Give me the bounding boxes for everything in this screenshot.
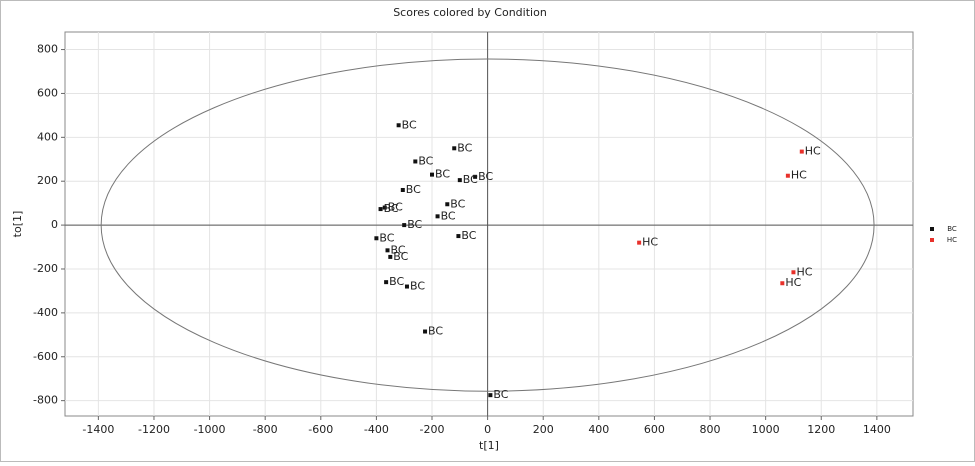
legend-marker	[930, 227, 934, 231]
x-tick-label: 1000	[752, 423, 780, 436]
point	[374, 236, 379, 241]
point-label: BC	[384, 202, 399, 215]
y-tick-label: 200	[37, 174, 58, 187]
point-label: BC	[410, 280, 425, 293]
point	[637, 240, 642, 245]
point	[430, 172, 435, 177]
point	[473, 174, 478, 179]
y-tick-label: 0	[51, 218, 58, 231]
y-tick-label: -200	[33, 262, 58, 275]
x-tick-label: 400	[588, 423, 609, 436]
point	[423, 329, 428, 334]
chart-title: Scores colored by Condition	[393, 6, 547, 19]
x-tick-label: 200	[533, 423, 554, 436]
point	[435, 214, 440, 219]
x-tick-label: 600	[644, 423, 665, 436]
point	[452, 146, 457, 151]
x-tick-label: -1400	[82, 423, 114, 436]
point	[785, 173, 790, 178]
point-label: HC	[791, 169, 807, 182]
point	[457, 178, 462, 183]
x-tick-label: -200	[420, 423, 445, 436]
point-label: BC	[441, 209, 456, 222]
x-tick-label: 800	[700, 423, 721, 436]
y-tick-label: 600	[37, 86, 58, 99]
x-tick-label: 1200	[807, 423, 835, 436]
point-label: BC	[457, 141, 472, 154]
x-tick-label: -1200	[138, 423, 170, 436]
point	[445, 202, 450, 207]
y-tick-label: -600	[33, 350, 58, 363]
x-tick-label: -1000	[194, 423, 226, 436]
point	[382, 205, 387, 210]
point	[396, 123, 401, 128]
point	[384, 280, 389, 285]
y-tick-label: 800	[37, 43, 58, 56]
point-label: BC	[461, 229, 476, 242]
point-label: BC	[418, 154, 433, 167]
point-label: BC	[393, 250, 408, 263]
point-label: BC	[450, 197, 465, 210]
y-axis-label: to[1]	[11, 211, 24, 238]
legend-marker	[930, 238, 934, 242]
point-label: BC	[379, 231, 394, 244]
point	[388, 254, 393, 259]
point-label: BC	[391, 243, 406, 256]
point-label: BC	[407, 218, 422, 231]
point	[413, 159, 418, 164]
point	[456, 234, 461, 239]
point-label: BC	[388, 201, 403, 214]
point-label: BC	[478, 170, 493, 183]
legend-label: HC	[947, 236, 957, 244]
point-label: BC	[463, 173, 478, 186]
point	[378, 207, 383, 212]
point-label: HC	[642, 236, 658, 249]
x-tick-label: -400	[364, 423, 389, 436]
x-tick-label: -600	[308, 423, 333, 436]
point-label: BC	[493, 388, 508, 401]
point-label: HC	[805, 145, 821, 158]
point-label: BC	[406, 183, 421, 196]
y-tick-label: -800	[33, 394, 58, 407]
point-label: BC	[428, 325, 443, 338]
y-tick-label: 400	[37, 130, 58, 143]
plot-area	[64, 31, 914, 417]
point-label: HC	[785, 276, 801, 289]
point	[791, 270, 796, 275]
point	[488, 393, 493, 398]
point	[385, 248, 390, 253]
confidence-ellipse	[100, 58, 875, 392]
x-tick-label: -800	[253, 423, 278, 436]
point	[799, 149, 804, 154]
legend-label: BC	[947, 225, 957, 233]
point-label: HC	[796, 265, 812, 278]
point	[780, 281, 785, 286]
x-axis-label: t[1]	[479, 439, 499, 452]
point	[404, 284, 409, 289]
point	[402, 223, 407, 228]
point	[400, 187, 405, 192]
y-tick-label: -400	[33, 306, 58, 319]
point-label: BC	[402, 118, 417, 131]
point-label: BC	[435, 168, 450, 181]
point-label: BC	[389, 275, 404, 288]
x-tick-label: 1400	[863, 423, 891, 436]
x-tick-label: 0	[484, 423, 491, 436]
